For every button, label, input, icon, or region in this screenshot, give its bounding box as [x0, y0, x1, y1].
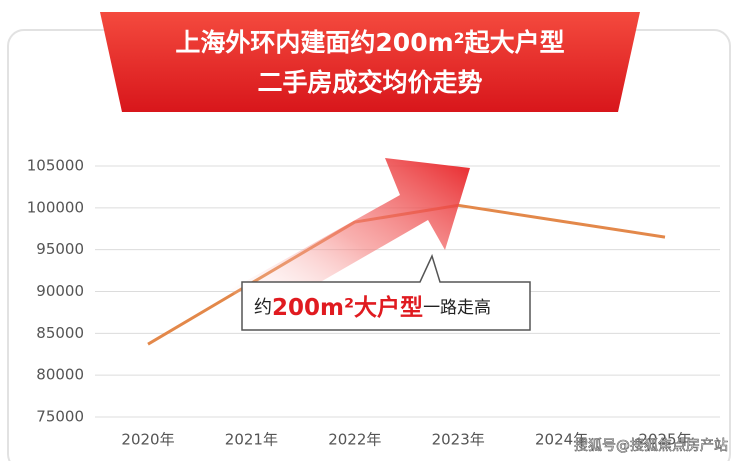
x-tick-label: 2023年: [432, 431, 485, 449]
y-tick-label: 105000: [27, 157, 84, 175]
annotation: 约200m²大户型一路走高: [241, 253, 531, 331]
x-tick-label: 2025年: [638, 431, 691, 449]
annotation-highlight: 200m²大户型: [272, 294, 423, 321]
annotation-prefix: 约: [254, 297, 272, 318]
y-tick-label: 80000: [36, 366, 84, 384]
y-tick-label: 100000: [27, 198, 84, 216]
y-tick-label: 90000: [36, 282, 84, 300]
y-tick-label: 95000: [36, 240, 84, 258]
y-tick-label: 85000: [36, 324, 84, 342]
trend-arrow: [230, 158, 470, 318]
watermark: 搜狐号@搜狐焦点房产站: [574, 438, 728, 454]
annotation-box: [241, 253, 531, 331]
annotation-suffix: 一路走高: [423, 298, 491, 318]
y-tick-label: 75000: [36, 408, 84, 426]
x-tick-label: 2020年: [121, 431, 174, 449]
title-banner: [100, 12, 640, 112]
x-tick-label: 2024年: [535, 431, 588, 449]
plot: 75000 80000 85000 90000 95000 100000 105000 202…: [27, 157, 720, 449]
x-tick-label: 2022年: [328, 431, 381, 449]
annotation-text: 约200m²大户型一路走高: [254, 294, 491, 321]
x-tick-label: 2021年: [225, 431, 278, 449]
chart-subtitle: 二手房成交均价走势: [257, 68, 482, 97]
chart-title: 上海外环内建面约200m²起大户型: [175, 28, 564, 57]
